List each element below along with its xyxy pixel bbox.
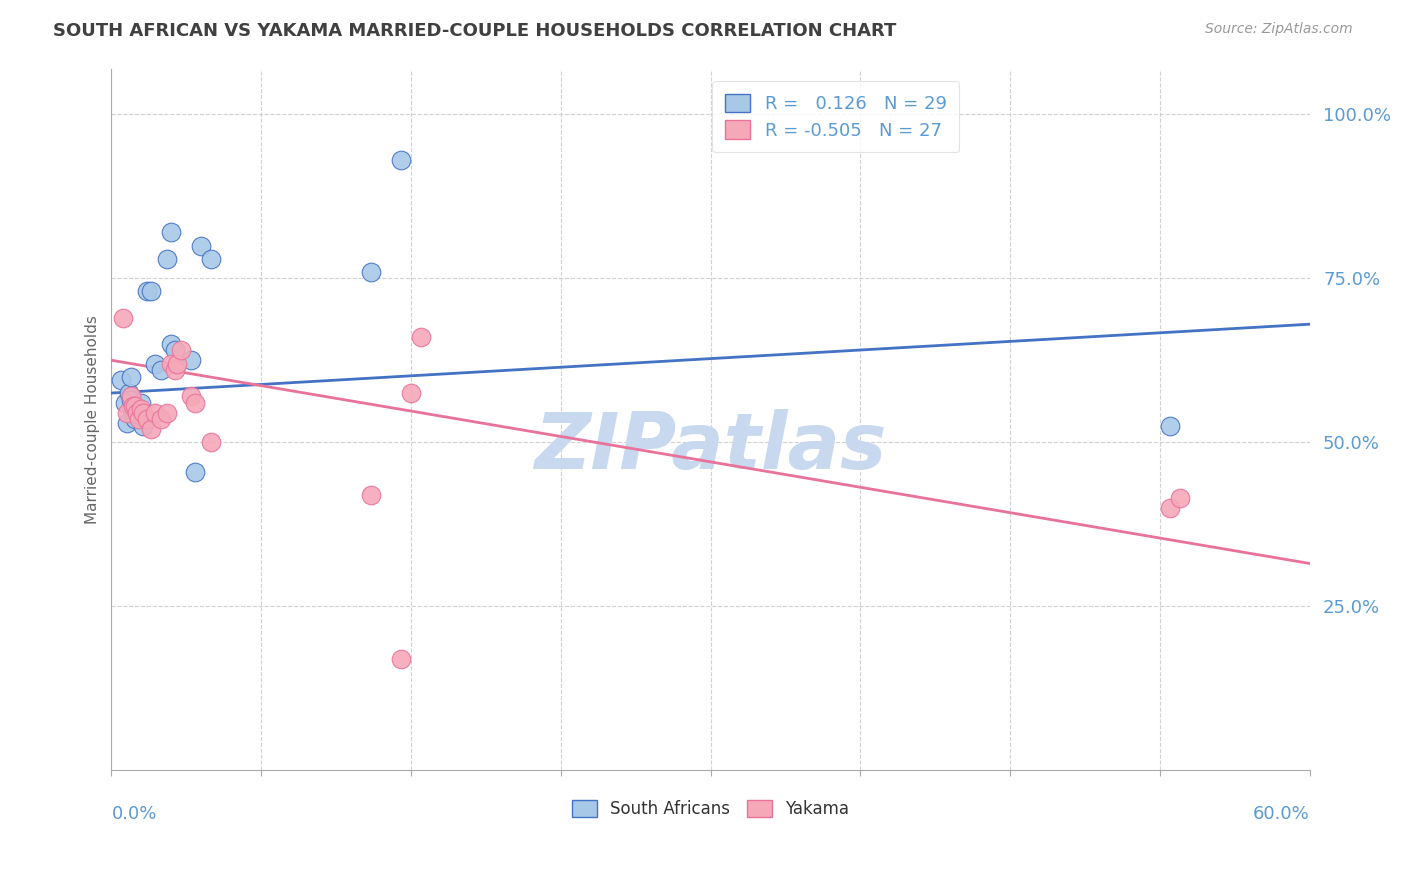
Point [141, 285, 163, 299]
Point [117, 406, 139, 420]
Point [409, 330, 432, 344]
Point [1159, 500, 1181, 515]
Point [134, 412, 156, 426]
Point [360, 488, 382, 502]
Point [184, 465, 207, 479]
Point [124, 402, 146, 417]
Point [143, 406, 166, 420]
Point [160, 226, 183, 240]
Text: 0.0%: 0.0% [111, 805, 157, 823]
Point [389, 153, 412, 168]
Point [156, 252, 179, 266]
Point [160, 357, 183, 371]
Point [131, 402, 153, 417]
Point [131, 406, 153, 420]
Text: SOUTH AFRICAN VS YAKAMA MARRIED-COUPLE HOUSEHOLDS CORRELATION CHART: SOUTH AFRICAN VS YAKAMA MARRIED-COUPLE H… [53, 22, 897, 40]
Point [156, 406, 179, 420]
Point [141, 422, 163, 436]
Point [1168, 491, 1191, 505]
Point [127, 406, 149, 420]
Point [180, 389, 202, 403]
Point [132, 418, 155, 433]
Point [143, 357, 166, 371]
Point [389, 651, 412, 665]
Point [1159, 418, 1181, 433]
Point [122, 399, 145, 413]
Legend: South Africans, Yakama: South Africans, Yakama [565, 793, 856, 825]
Point [124, 412, 146, 426]
Point [200, 435, 222, 450]
Point [360, 265, 382, 279]
Point [114, 396, 136, 410]
Point [136, 285, 159, 299]
Point [160, 337, 183, 351]
Point [184, 396, 207, 410]
Point [120, 389, 142, 403]
Point [166, 357, 188, 371]
Y-axis label: Married-couple Households: Married-couple Households [86, 315, 100, 524]
Point [118, 386, 141, 401]
Point [136, 412, 159, 426]
Point [150, 412, 173, 426]
Point [165, 343, 187, 358]
Point [112, 310, 135, 325]
Point [131, 396, 153, 410]
Point [180, 353, 202, 368]
Point [399, 386, 422, 401]
Point [132, 406, 155, 420]
Point [120, 392, 142, 407]
Text: 60.0%: 60.0% [1253, 805, 1310, 823]
Point [200, 252, 222, 266]
Point [117, 416, 139, 430]
Point [165, 363, 187, 377]
Point [110, 373, 132, 387]
Point [120, 369, 142, 384]
Point [128, 412, 150, 426]
Point [124, 399, 146, 413]
Point [127, 406, 149, 420]
Text: Source: ZipAtlas.com: Source: ZipAtlas.com [1205, 22, 1353, 37]
Point [122, 406, 145, 420]
Point [170, 343, 193, 358]
Text: ZIPatlas: ZIPatlas [534, 409, 887, 485]
Point [150, 363, 173, 377]
Point [190, 238, 212, 252]
